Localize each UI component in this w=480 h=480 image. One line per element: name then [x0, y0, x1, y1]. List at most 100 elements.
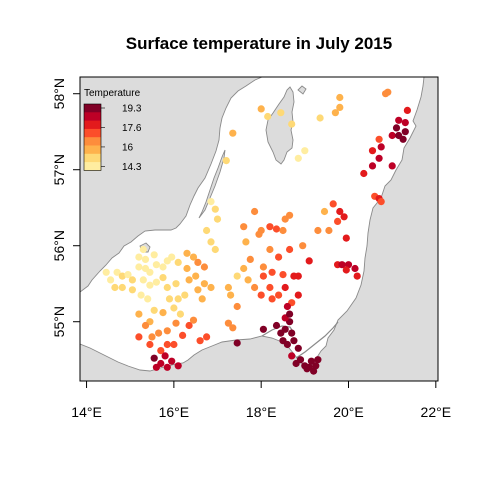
data-point: [245, 276, 252, 283]
data-point: [376, 155, 383, 162]
x-tick-label: 14°E: [71, 404, 102, 420]
legend-label: 14.3: [122, 162, 142, 173]
data-point: [111, 284, 118, 291]
data-point: [151, 307, 158, 314]
x-tick-label: 20°E: [333, 404, 364, 420]
data-point: [151, 251, 158, 258]
data-point: [234, 273, 241, 280]
legend-swatch: [84, 154, 101, 163]
data-point: [240, 223, 247, 230]
data-point: [282, 284, 289, 291]
data-point: [225, 284, 232, 291]
data-point: [175, 259, 182, 266]
data-point: [146, 282, 153, 289]
data-point: [153, 279, 160, 286]
data-point: [286, 212, 293, 219]
data-point: [295, 292, 302, 299]
data-point: [227, 292, 234, 299]
data-point: [153, 261, 160, 268]
data-point: [284, 341, 291, 348]
data-point: [135, 254, 142, 261]
data-point: [183, 265, 190, 272]
data-point: [251, 284, 258, 291]
data-point: [260, 263, 267, 270]
data-point: [135, 311, 142, 318]
data-point: [159, 263, 166, 270]
data-point: [251, 208, 258, 215]
data-point: [229, 324, 236, 331]
data-point: [273, 225, 280, 232]
legend-swatch: [84, 121, 101, 130]
data-point: [164, 327, 171, 334]
data-point: [284, 303, 291, 310]
data-point: [135, 263, 142, 270]
data-point: [170, 341, 177, 348]
data-point: [266, 246, 273, 253]
data-point: [181, 292, 188, 299]
data-point: [314, 227, 321, 234]
y-tick-label: 58°N: [51, 78, 67, 109]
data-point: [207, 238, 214, 245]
data-point: [164, 284, 171, 291]
data-point: [330, 200, 337, 207]
data-point: [343, 266, 350, 273]
data-point: [144, 295, 151, 302]
data-point: [341, 213, 348, 220]
data-point: [148, 333, 155, 340]
data-point: [293, 360, 300, 367]
data-point: [286, 311, 293, 318]
data-point: [258, 105, 265, 112]
data-point: [389, 162, 396, 169]
data-point: [159, 309, 166, 316]
data-point: [164, 364, 171, 371]
data-point: [290, 273, 297, 280]
data-point: [247, 256, 254, 263]
data-point: [129, 276, 136, 283]
data-point: [138, 292, 145, 299]
data-point: [389, 132, 396, 139]
data-point: [212, 246, 219, 253]
data-point: [175, 362, 182, 369]
y-tick-label: 55°N: [51, 306, 67, 337]
x-tick-label: 18°E: [246, 404, 277, 420]
data-point: [175, 295, 182, 302]
data-point: [201, 280, 208, 287]
data-point: [336, 104, 343, 111]
legend-title: Temperature: [84, 88, 141, 99]
data-point: [177, 311, 184, 318]
data-point: [308, 358, 315, 365]
legend-swatch: [84, 146, 101, 155]
data-point: [183, 250, 190, 257]
data-point: [282, 326, 289, 333]
data-point: [203, 333, 210, 340]
data-point: [269, 295, 276, 302]
legend-swatch: [84, 137, 101, 146]
data-point: [197, 337, 204, 344]
data-point: [186, 276, 193, 283]
legend-label: 19.3: [122, 104, 142, 115]
data-point: [303, 365, 310, 372]
data-point: [166, 295, 173, 302]
data-point: [336, 94, 343, 101]
data-point: [277, 109, 284, 116]
data-point: [258, 292, 265, 299]
data-point: [273, 322, 280, 329]
data-point: [190, 317, 197, 324]
data-point: [288, 121, 295, 128]
data-point: [314, 356, 321, 363]
data-point: [286, 246, 293, 253]
data-point: [207, 284, 214, 291]
data-point: [310, 368, 317, 375]
data-point: [266, 223, 273, 230]
x-tick-label: 16°E: [159, 404, 190, 420]
data-point: [151, 355, 158, 362]
data-point: [264, 113, 271, 120]
data-point: [400, 136, 407, 143]
data-point: [384, 89, 391, 96]
data-point: [301, 147, 308, 154]
data-point: [168, 254, 175, 261]
data-point: [378, 198, 385, 205]
data-point: [290, 337, 297, 344]
data-point: [325, 227, 332, 234]
